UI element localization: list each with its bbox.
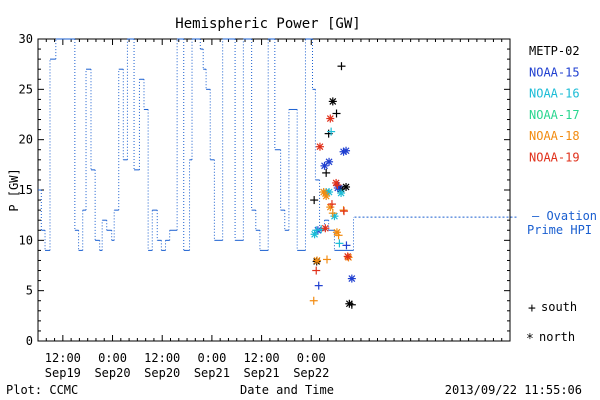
north-marker: [311, 230, 318, 238]
x-tick-label-date: Sep21: [244, 366, 280, 380]
x-tick-label-time: 12:00: [244, 351, 280, 365]
north-marker: [316, 143, 324, 151]
x-tick-label-time: 0:00: [98, 351, 127, 365]
marker-legend-north-symbol: *: [526, 332, 534, 347]
x-tick-label-time: 0:00: [197, 351, 226, 365]
legend-entry: METP-02: [529, 44, 580, 58]
marker-legend-south-symbol: +: [528, 301, 536, 316]
legend-entry: NOAA-15: [529, 65, 580, 79]
y-tick-label: 20: [19, 133, 33, 147]
north-marker: [326, 115, 334, 122]
north-marker: [329, 97, 337, 105]
north-marker: [320, 188, 328, 196]
north-marker: [325, 188, 333, 196]
x-tick-label-date: Sep20: [144, 366, 180, 380]
y-tick-label: 15: [19, 183, 33, 197]
y-tick-label: 5: [26, 284, 33, 298]
marker-legend-north: * north: [526, 330, 575, 347]
x-tick-label-date: Sep22: [293, 366, 329, 380]
north-marker: [344, 253, 352, 260]
legend-entry: NOAA-16: [529, 87, 580, 101]
north-marker: [348, 275, 356, 283]
y-tick-label: 25: [19, 82, 33, 96]
ovation-label-line2: Prime HPI: [527, 223, 592, 237]
legend-entry: NOAA-17: [529, 108, 580, 122]
chart-title: Hemispheric Power [GW]: [175, 16, 360, 32]
x-tick-label-date: Sep20: [94, 366, 130, 380]
footer-credit: Plot: CCMC: [6, 383, 78, 397]
plot-frame: [37, 38, 511, 342]
marker-legend-south: + south: [528, 300, 577, 316]
legend: METP-02 NOAA-15 NOAA-16 NOAA-17 NOAA-18 NOAA-…: [529, 44, 580, 165]
series-noaa-15: [313, 146, 356, 290]
y-axis-label: P [GW]: [7, 168, 21, 211]
plot-area: 05101520253012:00Sep190:00Sep2012:00Sep2…: [19, 32, 518, 380]
north-marker: [321, 224, 329, 232]
ovation-label-line1: – Ovation: [532, 209, 597, 223]
y-tick-label: 30: [19, 32, 33, 46]
x-tick-label-time: 12:00: [144, 351, 180, 365]
ovation-series: [38, 38, 518, 251]
marker-legend-north-label: north: [539, 330, 575, 344]
x-tick-label-date: Sep19: [45, 366, 81, 380]
legend-entry: NOAA-18: [529, 129, 580, 143]
north-marker: [331, 212, 338, 220]
x-tick-label-time: 12:00: [45, 351, 81, 365]
x-tick-label-date: Sep21: [194, 366, 230, 380]
x-axis-label: Date and Time: [240, 383, 334, 397]
north-marker: [322, 192, 330, 200]
y-tick-label: 10: [19, 233, 33, 247]
series-noaa-19: [312, 114, 352, 275]
north-marker: [333, 228, 341, 236]
north-marker: [342, 183, 350, 191]
north-marker: [337, 189, 345, 197]
north-marker: [313, 257, 321, 264]
footer-timestamp: 2013/09/22 11:55:06: [445, 383, 582, 397]
legend-entry: NOAA-19: [529, 151, 580, 165]
north-marker: [342, 147, 350, 155]
marker-legend-south-label: south: [541, 300, 577, 314]
x-tick-label-time: 0:00: [297, 351, 326, 365]
north-marker: [325, 158, 333, 166]
north-marker: [345, 300, 353, 308]
y-tick-label: 0: [26, 334, 33, 348]
north-marker: [332, 179, 340, 187]
